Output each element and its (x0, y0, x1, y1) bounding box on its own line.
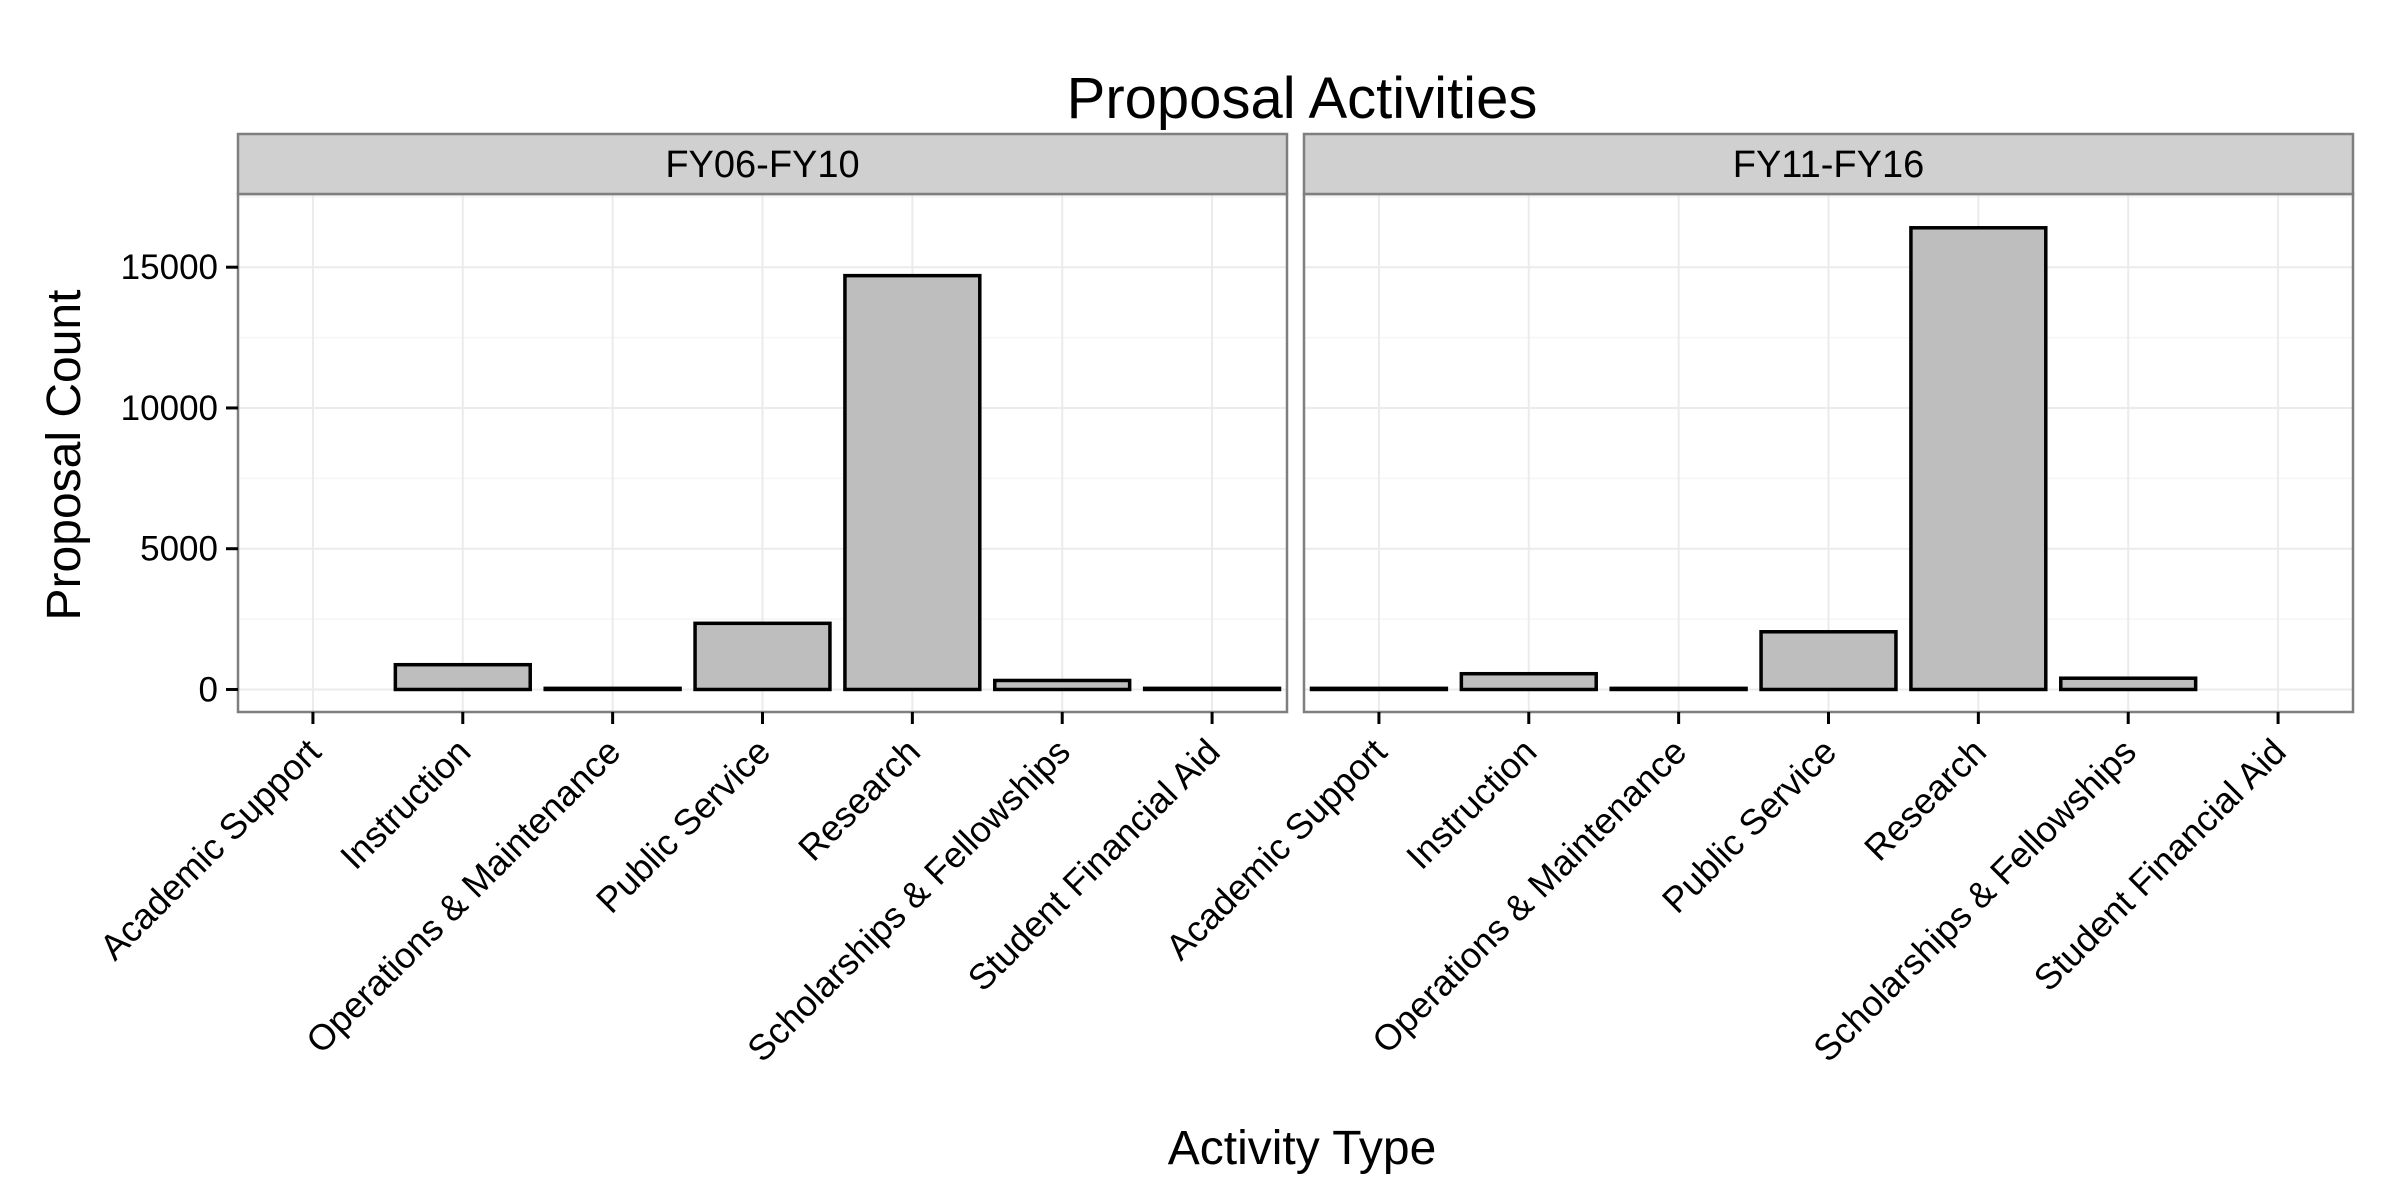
bar-public-service (693, 621, 832, 692)
chart-title: Proposal Activities (1067, 66, 1538, 131)
y-axis: 0 5000 10000 15000 (121, 248, 238, 709)
y-tick-label: 0 (199, 670, 218, 709)
x-tick-label: Instruction (332, 731, 478, 877)
facet-strip-label: FY11-FY16 (1733, 144, 1924, 186)
x-tick-label: Operations & Maintenance (1364, 731, 1694, 1061)
x-axis-title: Activity Type (1168, 1122, 1437, 1175)
bar-scholarships-fellowships (993, 678, 1132, 692)
bar-instruction (393, 662, 532, 692)
y-axis-title: Proposal Count (38, 290, 91, 621)
bar-public-service (1759, 630, 1898, 692)
x-tick-label: Scholarships & Fellowships (1805, 731, 2144, 1070)
bar-academic-support (1309, 686, 1449, 692)
y-tick-label: 5000 (140, 530, 218, 569)
y-tick-label: 15000 (121, 248, 218, 287)
x-tick-label: Student Financial Aid (2026, 731, 2294, 999)
facet-strip (1302, 132, 2355, 196)
x-tick-label: Instruction (1398, 731, 1544, 877)
bar-operations-maintenance (543, 686, 682, 692)
y-tick-label: 10000 (121, 389, 218, 428)
x-tick-label: Academic Support (92, 731, 329, 968)
facet-strip-label: FY06-FY10 (665, 144, 859, 186)
facet-strip (236, 132, 1289, 196)
bar-student-financial-aid (1142, 686, 1282, 692)
bar-research (843, 273, 982, 692)
x-tick-label: Operations & Maintenance (298, 731, 628, 1061)
bar-instruction (1459, 671, 1598, 692)
x-tick-label: Scholarships & Fellowships (739, 731, 1078, 1070)
x-tick-label: Research (790, 731, 928, 869)
x-tick-label: Research (1856, 731, 1994, 869)
bar-research (1909, 226, 2048, 692)
panel-1: FY06-FY10 Academic Support InstructionOper… (92, 132, 1289, 1070)
bar-operations-maintenance (1609, 686, 1748, 692)
bar-scholarships-fellowships (2059, 676, 2198, 692)
